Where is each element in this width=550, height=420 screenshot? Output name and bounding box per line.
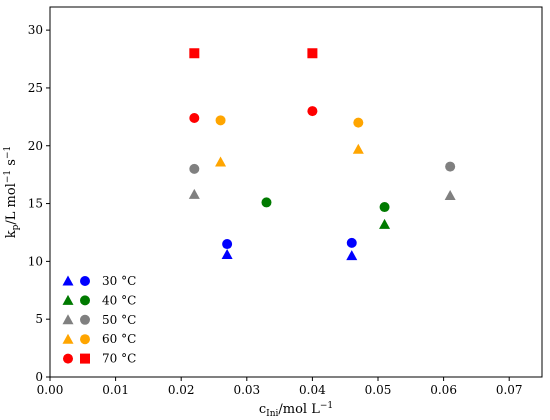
y-tick-label-0: 0	[35, 370, 43, 384]
point-0-1	[346, 250, 358, 261]
x-tick-label-1: 0.01	[102, 383, 129, 397]
legend-marker-a-4	[63, 353, 73, 364]
point-1-0	[222, 239, 233, 250]
x-tick-label-4: 0.04	[299, 383, 326, 397]
point-3-0	[261, 197, 272, 208]
axis-ticks: 0.00 0.01 0.02 0.03 0.04 0.05 0.06 0.07 0 5 10 15 20…	[28, 23, 523, 397]
legend-label-1: 40 °C	[102, 293, 136, 307]
point-2-0	[379, 218, 391, 229]
point-8-0	[189, 113, 200, 123]
legend-marker-b-3	[80, 334, 90, 345]
x-tick-label-3: 0.03	[233, 383, 260, 397]
y-tick-label-6: 30	[28, 23, 43, 37]
legend-marker-a-0	[62, 275, 74, 286]
point-6-0	[215, 156, 227, 167]
y-tick-label-5: 25	[28, 81, 43, 95]
point-7-0	[215, 115, 226, 126]
point-3-1	[379, 202, 390, 213]
legend-marker-a-2	[62, 314, 74, 325]
x-tick-label-7: 0.07	[496, 383, 523, 397]
point-9-1	[307, 48, 318, 59]
point-1-1	[346, 237, 357, 248]
legend-label-2: 50 °C	[102, 313, 136, 327]
x-tick-label-6: 0.06	[430, 383, 457, 397]
legend-marker-a-3	[62, 333, 74, 344]
point-4-0	[188, 188, 200, 199]
y-tick-label-2: 10	[28, 254, 43, 268]
legend-marker-b-2	[80, 314, 90, 325]
point-6-1	[352, 143, 364, 154]
y-axis-label: kp/L mol−1 s−1	[3, 146, 21, 239]
y-tick-label-3: 15	[28, 197, 43, 211]
data-points	[188, 48, 456, 261]
point-0-0	[221, 248, 233, 259]
point-7-1	[353, 117, 364, 128]
plot-area	[49, 6, 543, 378]
point-5-1	[445, 161, 456, 172]
legend-label-4: 70 °C	[102, 352, 136, 366]
legend-label-3: 60 °C	[102, 332, 136, 346]
point-8-1	[307, 106, 318, 117]
legend-marker-b-4	[80, 353, 90, 364]
x-tick-label-0: 0.00	[37, 383, 64, 397]
y-tick-label-4: 20	[28, 139, 43, 153]
x-tick-label-2: 0.02	[168, 383, 195, 397]
legend-marker-b-0	[80, 276, 90, 286]
point-4-1	[444, 189, 456, 200]
point-5-0	[189, 163, 200, 174]
legend: 30 °C 40 °C 50 °C 60 °C 70 °C	[62, 274, 136, 366]
legend-label-0: 30 °C	[102, 274, 136, 288]
x-axis-label: cIni/mol L−1	[259, 401, 333, 419]
x-tick-label-5: 0.05	[365, 383, 392, 397]
legend-marker-b-1	[80, 295, 90, 306]
point-9-0	[189, 48, 200, 59]
legend-marker-a-1	[62, 294, 74, 305]
y-tick-label-1: 5	[35, 312, 43, 326]
